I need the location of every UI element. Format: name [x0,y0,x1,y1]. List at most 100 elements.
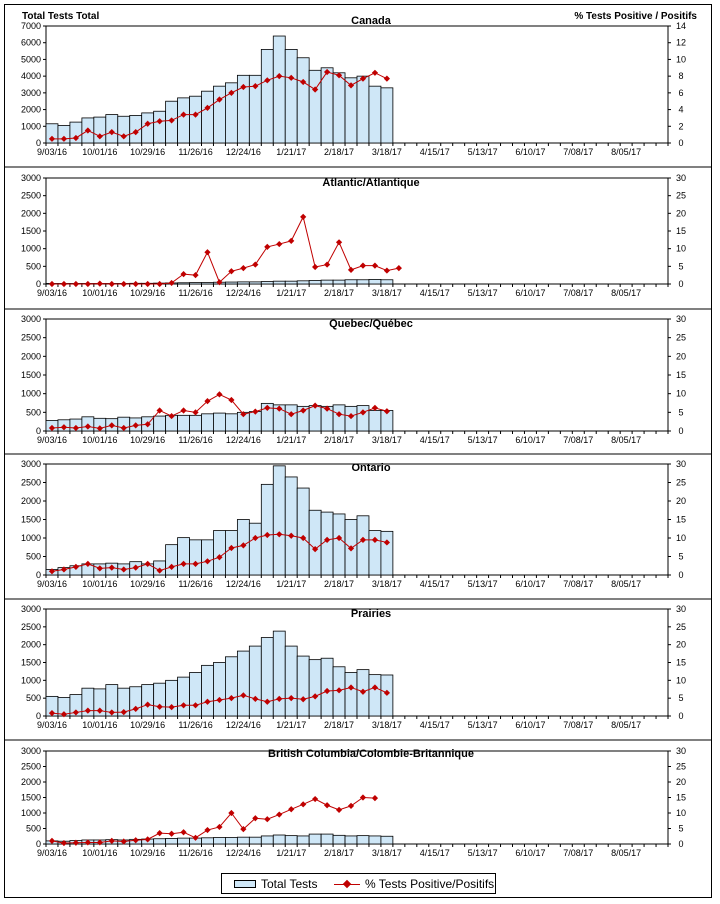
marker-percent-positive [312,693,319,700]
bar-total-tests [344,279,358,285]
bar-total-tests [284,645,298,717]
y-tick-label-right: 0 [678,839,683,849]
marker-percent-positive [252,408,259,415]
bar-total-tests [380,530,394,576]
bar-total-tests [284,476,298,576]
bar-total-tests [189,282,202,285]
bar-total-tests [189,672,202,717]
y-tick-label-right: 15 [676,515,686,525]
x-tick-label: 7/08/17 [563,435,593,445]
y-tick-label-right: 10 [676,244,686,254]
x-tick-label: 8/05/17 [611,435,641,445]
x-tick-label: 5/13/17 [468,720,498,730]
marker-percent-positive [216,96,223,103]
bar-total-tests [248,836,262,845]
marker-percent-positive [288,411,295,418]
marker-percent-positive [108,564,115,571]
y-tick-label-left: 500 [26,824,41,834]
x-tick-label: 6/10/17 [515,435,545,445]
bar-total-tests [308,69,322,144]
x-tick-label: 3/18/17 [372,147,402,157]
y-tick-label-left: 1500 [21,515,41,525]
x-tick-label: 10/29/16 [130,848,165,858]
marker-percent-positive [312,263,319,271]
y-tick-label-left: 3000 [21,88,41,98]
bar-total-tests [225,530,238,576]
y-tick-label-left: 1000 [21,121,41,131]
marker-percent-positive [96,280,103,287]
x-tick-label: 8/05/17 [611,579,641,589]
bar-total-tests [260,49,274,144]
marker-percent-positive [156,118,163,125]
bar-total-tests [225,837,238,845]
bar-total-tests [272,35,286,144]
x-tick-label: 12/24/16 [226,579,261,589]
x-tick-label: 9/03/16 [37,848,67,858]
y-tick-label-left: 1000 [21,389,41,399]
x-tick-label: 1/21/17 [276,720,306,730]
y-tick-label-right: 20 [676,351,686,361]
marker-percent-positive [204,249,211,256]
y-tick-label-right: 2 [678,121,683,131]
y-tick-label-left: 3000 [21,314,41,324]
x-tick-label: 7/08/17 [563,147,593,157]
bar-total-tests [213,85,226,144]
y-tick-label-left: 1500 [21,370,41,380]
x-tick-label: 10/01/16 [82,579,117,589]
marker-percent-positive [192,272,199,279]
marker-percent-positive [60,135,68,142]
x-tick-label: 6/10/17 [515,579,545,589]
y-tick-label-right: 15 [676,793,686,803]
x-tick-label: 8/05/17 [611,147,641,157]
marker-percent-positive [72,134,80,142]
bar-total-tests [380,279,394,285]
bar-total-tests [165,544,178,576]
y-tick-label-right: 25 [676,191,686,201]
marker-percent-positive [204,558,211,565]
bar-total-tests [356,835,370,845]
legend-line-label: % Tests Positive/Positifs [365,877,495,891]
bar-total-tests [320,279,334,285]
marker-percent-positive [168,703,175,711]
bar-total-tests [284,49,298,144]
marker-percent-positive [323,802,331,809]
x-tick-label: 6/10/17 [515,720,545,730]
bar-total-tests [296,835,310,845]
y-tick-label-right: 0 [678,426,683,436]
x-tick-label: 10/01/16 [82,147,117,157]
x-tick-label: 10/01/16 [82,288,117,298]
y-tick-label-left: 2500 [21,478,41,488]
x-tick-label: 11/26/16 [178,147,212,157]
x-tick-label: 6/10/17 [515,147,545,157]
bar-total-tests [225,413,238,432]
y-tick-label-right: 10 [676,808,686,818]
y-tick-label-left: 2000 [21,351,41,361]
y-tick-label-right: 0 [678,279,683,289]
bar-total-tests [368,674,382,717]
marker-percent-positive [276,531,283,538]
marker-percent-positive [156,830,163,837]
bar-total-tests [260,835,274,845]
x-tick-label: 5/13/17 [468,435,498,445]
legend-bar-swatch [234,880,256,888]
y-tick-label-right: 25 [676,622,686,632]
marker-percent-positive [144,120,151,127]
y-tick-label-left: 2000 [21,640,41,650]
marker-percent-positive [168,563,175,570]
bar-total-tests [153,838,167,845]
x-tick-label: 9/03/16 [37,435,67,445]
marker-percent-positive [276,240,283,248]
bar-total-tests [284,280,298,285]
chart-title: British Columbia/Colombie-Britannique [268,748,474,760]
bar-total-tests [296,280,310,285]
bar-total-tests [213,662,226,717]
y-tick-label-right: 25 [676,762,686,772]
bar-total-tests [332,279,346,285]
x-tick-label: 2/18/17 [324,579,354,589]
chart-title: Atlantic/Atlantique [322,177,419,189]
y-tick-label-left: 500 [26,261,41,271]
bar-total-tests [368,410,382,432]
bar-total-tests [296,57,310,144]
marker-percent-positive [240,264,247,272]
bar-total-tests [380,835,394,845]
